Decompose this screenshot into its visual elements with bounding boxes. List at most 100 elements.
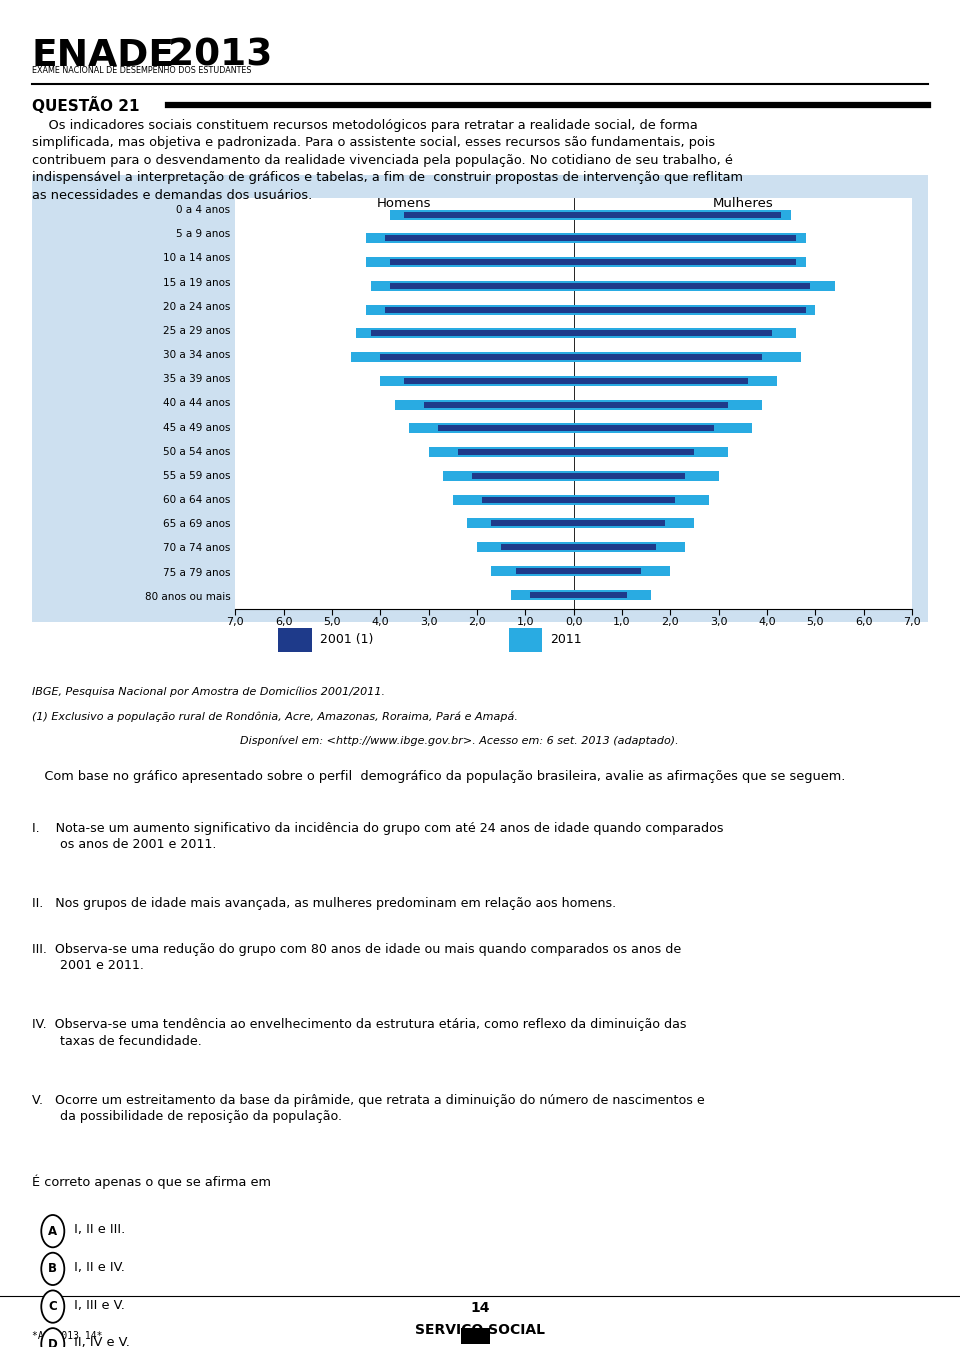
Bar	[573, 423, 753, 434]
Text: 10 a 14 anos: 10 a 14 anos	[163, 253, 230, 264]
Text: 60 a 64 anos: 60 a 64 anos	[163, 496, 230, 505]
Bar	[573, 210, 791, 220]
Bar	[573, 590, 651, 599]
Bar	[516, 568, 573, 574]
Bar	[390, 259, 573, 265]
Bar	[573, 236, 796, 241]
Bar	[573, 497, 675, 502]
Text: 55 a 59 anos: 55 a 59 anos	[163, 471, 230, 481]
Bar	[501, 544, 573, 550]
Bar	[573, 426, 714, 431]
Text: II.   Nos grupos de idade mais avançada, as mulheres predominam em relação aos h: II. Nos grupos de idade mais avançada, a…	[32, 897, 615, 911]
Text: 35 a 39 anos: 35 a 39 anos	[163, 374, 230, 384]
Bar	[385, 307, 573, 313]
Bar	[385, 236, 573, 241]
Text: (1) Exclusivo a população rural de Rondônia, Acre, Amazonas, Roraima, Pará e Ama: (1) Exclusivo a população rural de Rondô…	[32, 711, 517, 722]
Bar	[573, 233, 805, 244]
Bar	[423, 401, 573, 408]
Text: 2013: 2013	[168, 38, 273, 74]
Text: Homens: Homens	[377, 198, 432, 210]
Text: 2001 (1): 2001 (1)	[320, 633, 373, 647]
Bar	[477, 541, 573, 552]
Bar	[573, 520, 665, 527]
Bar	[356, 329, 573, 338]
Bar	[573, 519, 694, 528]
Text: 15 a 19 anos: 15 a 19 anos	[163, 277, 230, 288]
Text: I, II e III.: I, II e III.	[70, 1223, 126, 1237]
Bar	[573, 304, 815, 315]
Bar	[404, 377, 573, 384]
Text: SERVIÇO SOCIAL: SERVIÇO SOCIAL	[415, 1323, 545, 1336]
Bar	[573, 471, 719, 481]
Bar	[444, 471, 573, 481]
Text: 14: 14	[470, 1301, 490, 1315]
Bar	[573, 449, 694, 455]
Bar	[573, 257, 805, 267]
Text: III.  Observa-se uma redução do grupo com 80 anos de idade ou mais quando compar: III. Observa-se uma redução do grupo com…	[32, 943, 681, 973]
Bar	[573, 568, 641, 574]
Text: 75 a 79 anos: 75 a 79 anos	[163, 567, 230, 578]
Text: IV.  Observa-se uma tendência ao envelhecimento da estrutura etária, como reflex: IV. Observa-se uma tendência ao envelhec…	[32, 1018, 686, 1048]
Text: I, III e V.: I, III e V.	[70, 1299, 125, 1312]
Bar	[390, 283, 573, 290]
Text: 65 a 69 anos: 65 a 69 anos	[163, 519, 230, 529]
Bar	[492, 520, 573, 527]
Bar	[573, 352, 801, 362]
Bar	[573, 473, 684, 480]
Text: Mulheres: Mulheres	[712, 198, 773, 210]
Bar	[366, 233, 573, 244]
Text: 25 a 29 anos: 25 a 29 anos	[163, 326, 230, 335]
Text: 30 a 34 anos: 30 a 34 anos	[163, 350, 230, 360]
Text: 50 a 54 anos: 50 a 54 anos	[163, 447, 230, 457]
Bar	[573, 211, 781, 218]
Text: C: C	[48, 1300, 58, 1313]
Bar	[573, 377, 748, 384]
Bar	[390, 210, 573, 220]
Bar	[573, 330, 772, 337]
Bar	[458, 449, 573, 455]
Bar	[371, 330, 573, 337]
Text: EXAME NACIONAL DE DESEMPENHO DOS ESTUDANTES: EXAME NACIONAL DE DESEMPENHO DOS ESTUDAN…	[32, 66, 252, 75]
Text: Com base no gráfico apresentado sobre o perfil  demográfico da população brasile: Com base no gráfico apresentado sobre o …	[32, 770, 845, 784]
Text: I.    Nota-se um aumento significativo da incidência do grupo com até 24 anos de: I. Nota-se um aumento significativo da i…	[32, 822, 723, 851]
Bar	[573, 401, 729, 408]
Bar	[371, 282, 573, 291]
Bar	[380, 376, 573, 385]
Bar	[573, 541, 684, 552]
Bar	[404, 211, 573, 218]
Bar	[573, 282, 834, 291]
Bar	[573, 494, 708, 505]
Bar	[395, 400, 573, 409]
Bar	[482, 497, 573, 502]
Text: Os indicadores sociais constituem recursos metodológicos para retratar a realida: Os indicadores sociais constituem recurs…	[32, 119, 743, 202]
Text: *A122013 14*: *A122013 14*	[32, 1331, 102, 1340]
Text: Disponível em: <http://www.ibge.gov.br>. Acesso em: 6 set. 2013 (adaptado).: Disponível em: <http://www.ibge.gov.br>.…	[240, 735, 679, 746]
Bar	[428, 447, 573, 457]
Bar	[573, 307, 805, 313]
Bar	[492, 566, 573, 575]
Text: 40 a 44 anos: 40 a 44 anos	[163, 399, 230, 408]
Bar	[573, 329, 796, 338]
Bar	[472, 473, 573, 480]
Bar	[468, 519, 573, 528]
Bar	[438, 426, 573, 431]
Bar	[573, 283, 810, 290]
Bar	[573, 376, 777, 385]
Text: II, IV e V.: II, IV e V.	[70, 1336, 130, 1347]
Bar	[573, 591, 627, 598]
Bar	[573, 354, 762, 360]
Bar	[573, 259, 796, 265]
Bar	[351, 352, 573, 362]
Bar	[366, 257, 573, 267]
Bar	[453, 494, 573, 505]
Bar	[573, 447, 729, 457]
Text: D: D	[48, 1338, 58, 1347]
Bar	[573, 400, 762, 409]
Bar	[573, 544, 656, 550]
Text: É correto apenas o que se afirma em: É correto apenas o que se afirma em	[32, 1175, 271, 1189]
Text: 0 a 4 anos: 0 a 4 anos	[177, 205, 230, 216]
Text: 20 a 24 anos: 20 a 24 anos	[163, 302, 230, 311]
Bar	[380, 354, 573, 360]
Text: V.   Ocorre um estreitamento da base da pirâmide, que retrata a diminuição do nú: V. Ocorre um estreitamento da base da pi…	[32, 1094, 705, 1123]
Bar	[573, 566, 670, 575]
